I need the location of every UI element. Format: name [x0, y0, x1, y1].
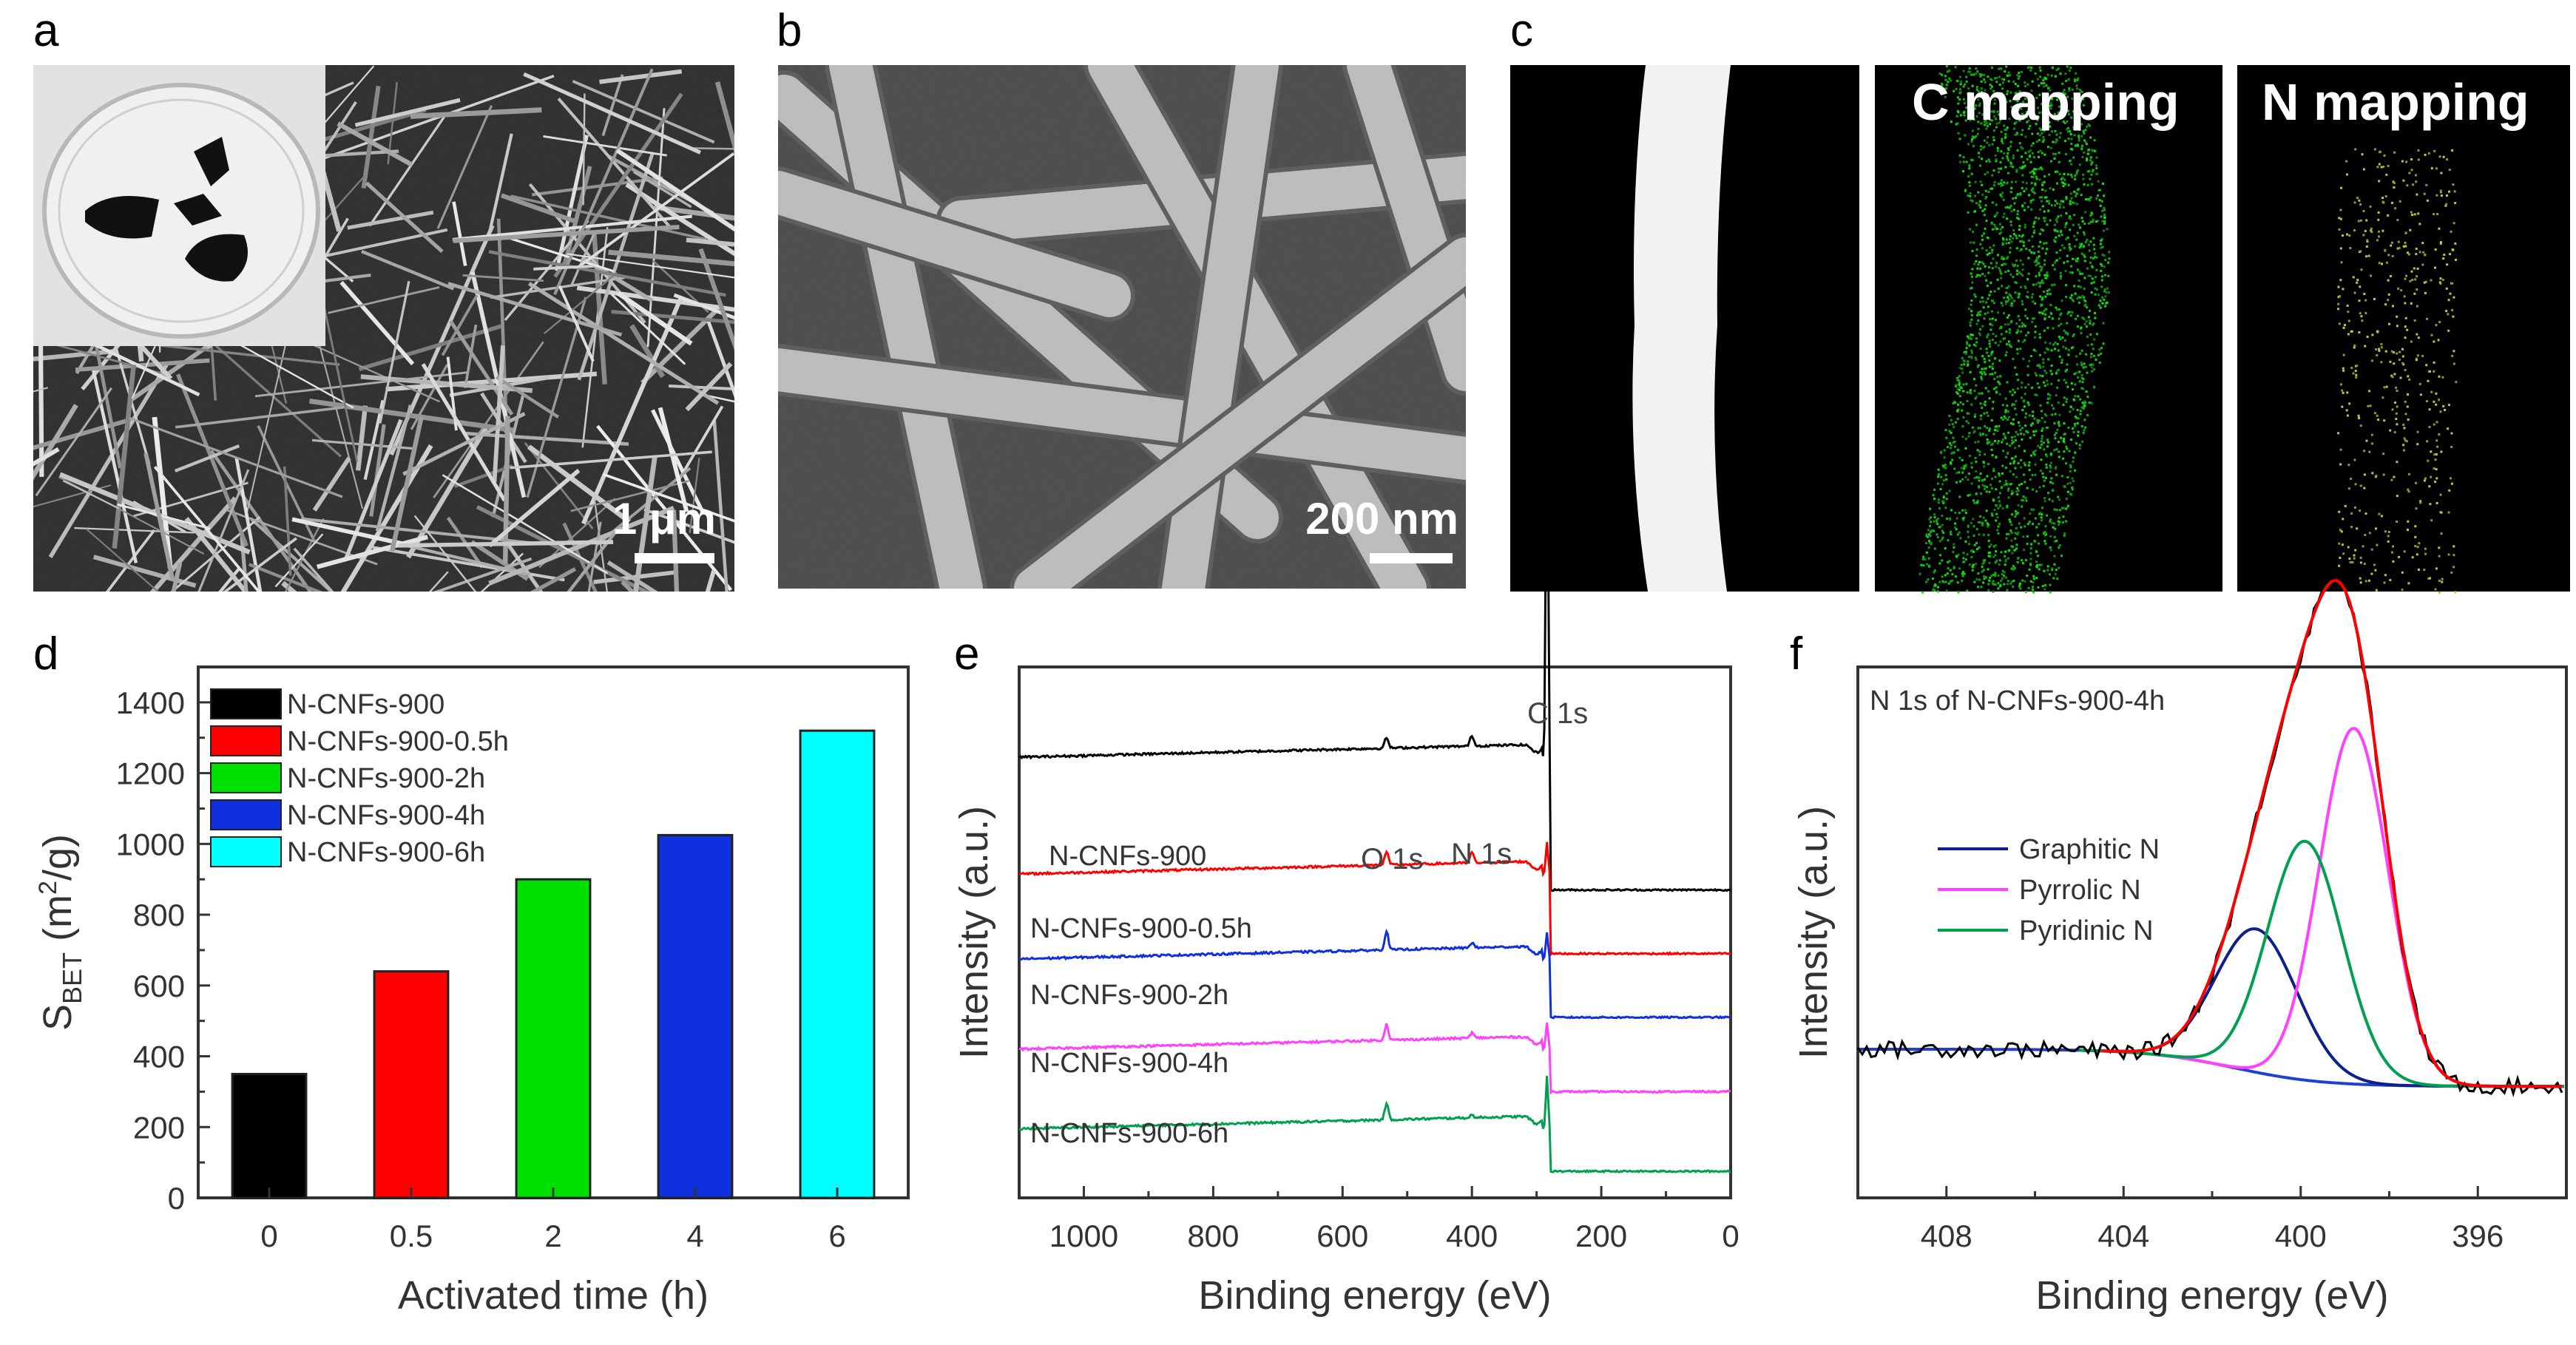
legend-label: N-CNFs-900 [287, 689, 444, 720]
legend-swatch [210, 725, 282, 756]
legend-label: N-CNFs-900-2h [287, 763, 485, 794]
x-tick-label: 404 [2097, 1219, 2149, 1253]
x-tick-label: 6 [828, 1219, 845, 1253]
panel-a: a 1 μm [33, 5, 734, 592]
legend-label: N-CNFs-900-6h [287, 837, 485, 868]
legend-label: N-CNFs-900-4h [287, 800, 485, 831]
x-tick-label: 2 [544, 1219, 561, 1253]
x-tick-label: 400 [2275, 1219, 2327, 1253]
x-tick-label: 800 [1187, 1219, 1239, 1253]
bar [799, 729, 876, 1199]
component-peak [2079, 726, 2564, 1088]
series-label: N-CNFs-900-6h [1030, 1118, 1228, 1149]
panel-d: d 0 200 400 600 800 1000 1200 1400 0 0.5 2 4 6 Activa… [33, 629, 910, 1318]
x-tick-label: 4 [686, 1219, 703, 1253]
y-axis-label: Intensity (a.u.) [1791, 806, 1836, 1059]
scale-bar-label-b: 200 nm [1305, 494, 1458, 543]
plot-frame [1856, 665, 2568, 1199]
panel-letter-c: c [1510, 5, 1533, 56]
legend-swatch [210, 836, 282, 867]
legend-swatch [210, 688, 282, 719]
series-label: N-CNFs-900-0.5h [1030, 913, 1252, 944]
sample-piece [174, 194, 222, 226]
panel-letter-d: d [33, 629, 58, 680]
legend-label: Pyridinic N [2019, 915, 2154, 946]
y-tick-label: 1400 [116, 685, 185, 720]
legend-swatch [210, 799, 282, 830]
sample-piece [85, 196, 159, 239]
x-tick-label: 396 [2452, 1219, 2504, 1253]
bar [231, 1072, 308, 1199]
y-tick-label: 200 [133, 1110, 185, 1145]
spectrum-line [1018, 385, 1731, 892]
bar-chart-sbet: 0 200 400 600 800 1000 1200 1400 0 0.5 2 4 6 Activate… [34, 665, 910, 1318]
sample-piece [194, 137, 229, 186]
fit-envelope-line [2101, 578, 2562, 1088]
spectrum-line [1019, 1075, 1731, 1174]
y-tick-label: 600 [133, 969, 185, 1003]
y-tick-label: 800 [133, 898, 185, 932]
x-axis-label: Binding energy (eV) [1198, 1273, 1551, 1318]
y-tick-label: 1200 [116, 756, 185, 791]
scale-bar-b [1370, 553, 1453, 563]
x-tick-label: 408 [1921, 1219, 1972, 1253]
component-peak [2079, 927, 2564, 1088]
sample-piece [185, 234, 248, 282]
x-axis-label: Activated time (h) [398, 1273, 709, 1318]
peak-label-c1s: C 1s [1527, 697, 1588, 730]
x-tick-label: 600 [1316, 1219, 1368, 1253]
panel-letter-b: b [777, 5, 802, 56]
x-axis-label: Binding energy (eV) [2035, 1273, 2388, 1318]
x-tick-label: 400 [1446, 1219, 1498, 1253]
peak-label-n1s: N 1s [1451, 838, 1512, 870]
series-label: N-CNFs-900 [1049, 841, 1206, 872]
y-tick-label: 0 [168, 1181, 185, 1216]
legend-swatch [210, 762, 282, 793]
c-mapping-dots [1919, 65, 2111, 594]
raw-data-line [1856, 582, 2563, 1097]
c-mapping-label: C mapping [1912, 73, 2180, 131]
legend-label: N-CNFs-900-0.5h [287, 726, 509, 757]
legend-label: Pyrrolic N [2019, 875, 2141, 906]
panel-letter-f: f [1790, 629, 1803, 680]
y-tick-label: 1000 [116, 827, 185, 861]
x-tick-label: 0 [1722, 1219, 1739, 1253]
spectrum-line [1018, 841, 1731, 958]
bar [373, 970, 450, 1199]
panel-b: b 200 nm [777, 5, 1466, 589]
fiber [705, 569, 717, 592]
fiber [621, 580, 635, 592]
spectrum-line [1018, 928, 1731, 1020]
n-mapping-label: N mapping [2262, 73, 2529, 131]
panel-letter-e: e [954, 629, 979, 680]
y-tick-label: 400 [133, 1040, 185, 1074]
y-axis-label: Intensity (a.u.) [952, 806, 996, 1059]
panel-c: c C mapping N mapping [1510, 5, 2570, 594]
x-tick-label: 0.5 [390, 1219, 433, 1253]
panel-e: e 1000 800 600 400 200 0 Binding energy (eV) In… [952, 385, 1740, 1318]
bar [657, 833, 734, 1199]
x-tick-label: 1000 [1049, 1219, 1118, 1253]
xps-n1s-chart: 408 404 400 396 Binding energy (eV) Intensity… [1791, 578, 2568, 1318]
plot-frame [1018, 665, 1732, 1199]
fiber [281, 580, 297, 592]
spectrum-line [1018, 1022, 1731, 1096]
panel-f: f 408 404 400 396 Binding energy (eV) Intensi… [1790, 578, 2568, 1318]
series-label: N-CNFs-900-2h [1030, 980, 1228, 1011]
y-axis-label: SBET (m2/g) [34, 834, 87, 1031]
chart-title: N 1s of N-CNFs-900-4h [1870, 685, 2165, 716]
x-tick-label: 0 [260, 1219, 277, 1253]
fiber-stem [1632, 65, 1731, 592]
xps-survey-chart: 1000 800 600 400 200 0 Binding energy (eV) Inte… [952, 385, 1740, 1318]
scale-bar-a [635, 553, 714, 563]
scale-bar-label-a: 1 μm [612, 494, 716, 543]
n-mapping-dots [2337, 148, 2458, 594]
legend-label: Graphitic N [2019, 834, 2160, 865]
x-tick-label: 200 [1575, 1219, 1627, 1253]
peak-label-o1s: O 1s [1361, 843, 1423, 875]
series-label: N-CNFs-900-4h [1030, 1048, 1228, 1079]
panel-letter-a: a [33, 5, 59, 56]
bar [515, 878, 592, 1199]
n-mapping-image [2237, 65, 2570, 592]
